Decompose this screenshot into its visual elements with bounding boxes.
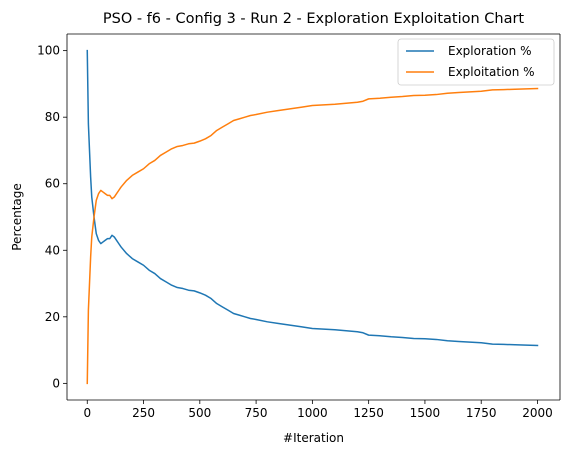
chart-title: PSO - f6 - Config 3 - Run 2 - Exploratio… — [103, 11, 525, 27]
series-line-exploration — [86, 49, 539, 347]
x-tick-label: 1250 — [353, 406, 384, 420]
plot-area — [67, 34, 560, 400]
x-tick-label: 1500 — [410, 406, 441, 420]
x-tick-label: 250 — [132, 406, 155, 420]
y-tick-label: 80 — [45, 110, 60, 124]
plot-background — [67, 34, 560, 400]
x-axis-label: #Iteration — [283, 431, 344, 445]
x-tick-label: 0 — [83, 406, 91, 420]
y-tick-label: 60 — [45, 177, 60, 191]
y-tick-label: 40 — [45, 243, 60, 257]
x-tick-label: 500 — [188, 406, 211, 420]
x-tick-label: 750 — [245, 406, 268, 420]
x-tick-label: 1000 — [297, 406, 328, 420]
y-tick-label: 20 — [45, 310, 60, 324]
legend-label-exploitation: Exploitation % — [448, 65, 535, 79]
series-lines — [86, 49, 539, 385]
series-line-exploitation — [86, 87, 539, 385]
legend-box — [397, 38, 555, 86]
axes — [66, 33, 561, 401]
y-tick-label: 0 — [52, 376, 60, 390]
y-tick-label: 100 — [37, 44, 60, 58]
legend: Exploration % Exploitation % — [397, 38, 555, 86]
legend-label-exploration: Exploration % — [448, 44, 531, 58]
x-tick-label: 2000 — [522, 406, 553, 420]
y-axis-label: Percentage — [10, 183, 24, 251]
x-tick-label: 1750 — [466, 406, 497, 420]
tick-marks: 0 250 500 750 1000 1250 1500 1750 2000 0 20 40 60 80 1… — [37, 44, 553, 420]
